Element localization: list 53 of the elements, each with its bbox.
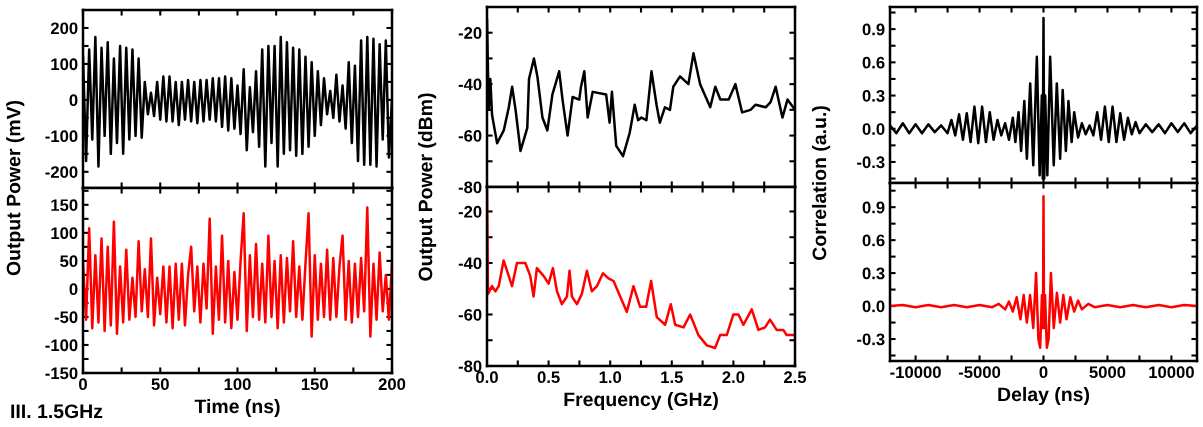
- y-axis-title: Output Power (dBm): [418, 93, 437, 281]
- text: III. 1.5GHz: [11, 404, 103, 419]
- y-tick-label: 0.0: [862, 123, 885, 135]
- y-tick-label: 0.3: [862, 267, 885, 280]
- y-tick-label: 100: [51, 227, 78, 240]
- y-tick-label: -40: [458, 257, 482, 270]
- y-tick-label: 0.0: [862, 300, 885, 313]
- x-tick-label: 0.5: [537, 371, 560, 384]
- y-tick-label: -20: [458, 205, 482, 218]
- y-tick-label: 0.9: [862, 201, 885, 214]
- y-tick-label: 0: [69, 94, 78, 107]
- y-axis-title: Correlation (a.u.): [812, 106, 831, 260]
- x-axis-title: Time (ns): [194, 398, 280, 418]
- y-tick-label: 0.9: [862, 23, 885, 36]
- y-tick-label: -20: [458, 27, 482, 39]
- y-tick-label: -0.3: [857, 333, 885, 346]
- x-axis-title: Delay (ns): [998, 386, 1089, 406]
- x-tick-label: -10000: [890, 366, 941, 379]
- y-tick-label: -150: [45, 367, 78, 380]
- x-axis-title: Frequency (GHz): [564, 391, 718, 411]
- x-tick-label: 200: [378, 378, 406, 391]
- x-tick-label: 150: [301, 378, 328, 391]
- y-tick-label: -100: [45, 339, 78, 352]
- x-tick-label: 1.0: [599, 371, 622, 384]
- y-tick-label: 0.6: [862, 56, 885, 69]
- y-tick-label: -50: [54, 311, 78, 324]
- x-tick-label: 5000: [1089, 366, 1126, 379]
- y-tick-label: 200: [50, 22, 78, 35]
- y-tick-label: -40: [458, 78, 482, 91]
- y-tick-label: -80: [458, 360, 482, 373]
- y-tick-label: 0: [69, 283, 78, 296]
- y-tick-label: 0.6: [862, 234, 885, 247]
- y-tick-label: -60: [458, 308, 482, 321]
- x-tick-label: 100: [224, 378, 251, 391]
- y-tick-label: -80: [458, 181, 482, 194]
- y-tick-label: 100: [51, 58, 78, 71]
- x-tick-label: 0.0: [476, 371, 498, 384]
- x-tick-label: 2.5: [783, 371, 807, 384]
- y-tick-label: -100: [45, 130, 78, 143]
- y-tick-label: 50: [60, 255, 78, 268]
- x-tick-label: 0: [79, 378, 87, 391]
- x-tick-label: 0: [1039, 366, 1048, 379]
- y-tick-label: 0.3: [862, 89, 885, 102]
- x-tick-label: -5000: [958, 366, 1001, 379]
- y-axis-title: Output Power (mV): [6, 100, 25, 276]
- y-tick-label: -60: [458, 129, 482, 142]
- x-tick-label: 1.5: [661, 371, 683, 384]
- x-tick-label: 2.0: [722, 371, 745, 384]
- y-tick-label: 150: [51, 199, 78, 212]
- x-tick-label: 10000: [1149, 366, 1194, 379]
- y-tick-label: -200: [45, 166, 78, 179]
- x-tick-label: 50: [151, 378, 169, 391]
- y-tick-label: -0.3: [857, 156, 885, 169]
